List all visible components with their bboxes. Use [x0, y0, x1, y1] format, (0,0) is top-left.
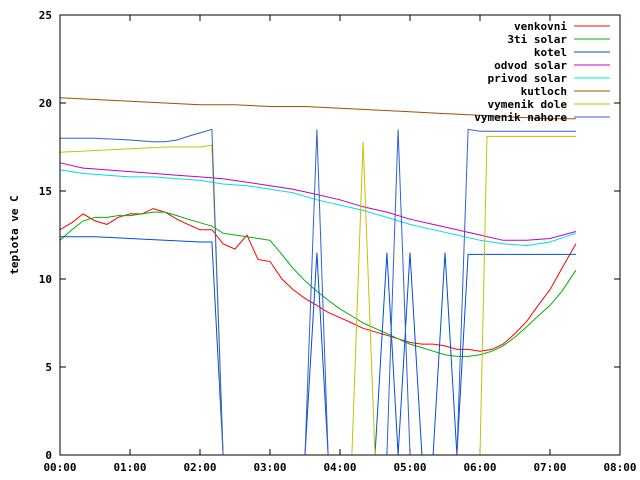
- x-tick-label: 01:00: [113, 461, 146, 474]
- x-tick-label: 05:00: [393, 461, 426, 474]
- series-line-vymenik-dole: [59, 135, 576, 456]
- legend-label: vymenik nahore: [474, 111, 567, 124]
- legend-label: kutloch: [521, 85, 567, 98]
- y-tick-label: 20: [39, 97, 52, 110]
- series-line-privod-solar: [59, 169, 577, 247]
- x-tick-label: 02:00: [183, 461, 216, 474]
- legend-label: venkovni: [514, 20, 567, 33]
- y-tick-label: 15: [39, 185, 52, 198]
- legend-label: vymenik dole: [488, 98, 568, 111]
- series-line-odvod-solar: [59, 162, 577, 241]
- y-tick-label: 25: [39, 9, 52, 22]
- legend-label: odvod solar: [494, 59, 567, 72]
- series-line-kotel: [60, 236, 576, 456]
- series-line-vymenik-nahore: [60, 128, 576, 456]
- y-tick-label: 0: [45, 449, 52, 462]
- series-line-kutloch: [59, 97, 576, 120]
- y-axis-label: teplota ve C: [8, 195, 21, 274]
- series-line-3ti-solar: [59, 211, 577, 357]
- plot-frame: [59, 14, 621, 456]
- x-tick-label: 07:00: [533, 461, 566, 474]
- y-tick-label: 5: [45, 361, 52, 374]
- legend-label: kotel: [534, 46, 567, 59]
- y-tick-label: 10: [39, 273, 52, 286]
- x-tick-label: 04:00: [323, 461, 356, 474]
- x-tick-label: 06:00: [463, 461, 496, 474]
- series-line-venkovni: [59, 208, 577, 352]
- series-lines: [59, 97, 577, 456]
- x-tick-label: 00:00: [43, 461, 76, 474]
- x-tick-label: 08:00: [603, 461, 636, 474]
- tick-labels: 00:00 01:00 02:00 03:00 04:00 05:00 06:00 07:00…: [39, 9, 637, 474]
- legend-label: 3ti solar: [507, 33, 567, 46]
- legend-label: privod solar: [488, 72, 568, 85]
- x-tick-label: 03:00: [253, 461, 286, 474]
